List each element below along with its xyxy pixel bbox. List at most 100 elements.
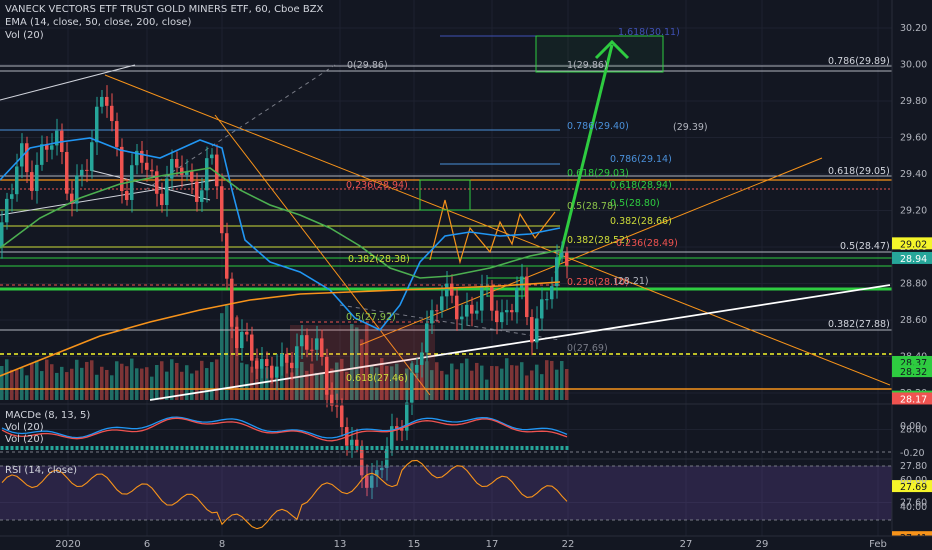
volume-bar bbox=[560, 361, 564, 400]
candle-body bbox=[170, 159, 174, 179]
macd-histogram-bar bbox=[420, 446, 424, 450]
macd-histogram-bar bbox=[135, 446, 139, 450]
candle-body bbox=[525, 276, 529, 318]
candle-body bbox=[15, 166, 19, 195]
macd-histogram-bar bbox=[35, 446, 39, 450]
macd-vol1-legend[interactable]: Vol (20) bbox=[5, 422, 44, 433]
time-tick: 8 bbox=[219, 539, 225, 550]
volume-bar bbox=[415, 373, 419, 400]
volume-bar bbox=[520, 362, 524, 400]
volume-bar bbox=[460, 363, 464, 400]
volume-legend[interactable]: Vol (20) bbox=[5, 30, 44, 41]
fib-label: 0.5(27.92) bbox=[346, 312, 396, 323]
volume-bar bbox=[200, 360, 204, 400]
macd-histogram-bar bbox=[555, 446, 559, 450]
macd-histogram-bar bbox=[545, 446, 549, 450]
macd-histogram-bar bbox=[70, 446, 74, 450]
volume-bar bbox=[110, 375, 114, 400]
price-tag bbox=[892, 237, 932, 250]
volume-bar bbox=[235, 317, 239, 400]
volume-bar bbox=[215, 359, 219, 400]
volume-bar bbox=[550, 360, 554, 400]
candle-body bbox=[30, 172, 34, 191]
volume-bar bbox=[320, 372, 324, 400]
candle-body bbox=[405, 402, 409, 431]
volume-bar bbox=[535, 364, 539, 400]
macd-histogram-bar bbox=[130, 446, 134, 450]
candle-body bbox=[65, 151, 69, 194]
volume-bar bbox=[340, 358, 344, 400]
candle-body bbox=[500, 312, 504, 323]
candle-body bbox=[80, 169, 84, 176]
macd-histogram-bar bbox=[200, 446, 204, 450]
candle-body bbox=[275, 366, 279, 378]
volume-bar bbox=[120, 363, 124, 400]
macd-histogram-bar bbox=[480, 446, 484, 450]
macd-histogram-bar bbox=[505, 446, 509, 450]
time-tick: 29 bbox=[756, 539, 769, 550]
macd-legend[interactable]: MACDe (8, 13, 5) bbox=[5, 410, 91, 421]
macd-histogram-bar bbox=[340, 446, 344, 450]
rsi-legend[interactable]: RSI (14, close) bbox=[5, 465, 78, 476]
candle-body bbox=[265, 359, 269, 367]
macd-histogram-bar bbox=[375, 446, 379, 450]
price-axis-bg bbox=[892, 0, 932, 536]
volume-bar bbox=[500, 368, 504, 400]
volume-bar bbox=[240, 362, 244, 400]
macd-histogram-bar bbox=[390, 446, 394, 450]
macd-axis-tick: 0.00 bbox=[900, 421, 921, 432]
ema-legend[interactable]: EMA (14, close, 50, close, 200, close) bbox=[5, 17, 192, 28]
macd-histogram-bar bbox=[525, 446, 529, 450]
fib-label: 0.236(28.49) bbox=[616, 238, 678, 249]
candle-body bbox=[515, 287, 519, 313]
fib-label: 0.382(27.88) bbox=[828, 319, 890, 330]
candle-body bbox=[260, 359, 264, 369]
macd-histogram-bar bbox=[415, 446, 419, 450]
volume-bar bbox=[205, 368, 209, 400]
macd-histogram-bar bbox=[215, 446, 219, 450]
candle-body bbox=[95, 106, 99, 143]
volume-bar bbox=[65, 372, 69, 400]
price-tag bbox=[892, 480, 932, 493]
macd-histogram-bar bbox=[45, 446, 49, 450]
volume-bar bbox=[370, 365, 374, 400]
candle-body bbox=[555, 257, 559, 287]
fib-label: 0(29.86) bbox=[347, 60, 388, 71]
volume-bar bbox=[335, 362, 339, 400]
volume-bar bbox=[95, 374, 99, 400]
volume-bar bbox=[135, 368, 139, 400]
candle-body bbox=[165, 178, 169, 206]
candle-body bbox=[350, 439, 354, 446]
fib-label: 0.5(28.78) bbox=[567, 201, 617, 212]
candle-body bbox=[270, 366, 274, 378]
macd-histogram-bar bbox=[500, 446, 504, 450]
candle-body bbox=[530, 317, 534, 343]
macd-histogram-bar bbox=[115, 446, 119, 450]
price-tag bbox=[892, 392, 932, 405]
volume-bar bbox=[310, 363, 314, 400]
macd-histogram-bar bbox=[165, 446, 169, 450]
volume-bar bbox=[445, 374, 449, 400]
candle-body bbox=[335, 405, 339, 407]
candle-body bbox=[520, 276, 524, 288]
candle-body bbox=[440, 296, 444, 311]
macd-histogram-bar bbox=[290, 446, 294, 450]
volume-bar bbox=[195, 370, 199, 400]
volume-bar bbox=[60, 366, 64, 400]
volume-bar bbox=[180, 371, 184, 400]
macd-vol2-legend[interactable]: Vol (20) bbox=[5, 434, 44, 445]
volume-bar bbox=[255, 358, 259, 400]
candle-body bbox=[210, 154, 214, 159]
candle-body bbox=[105, 96, 109, 106]
candle-body bbox=[355, 439, 359, 446]
trend-line bbox=[89, 169, 211, 201]
volume-bar bbox=[350, 324, 354, 400]
macd-histogram-bar bbox=[550, 446, 554, 450]
candle-body bbox=[330, 394, 334, 406]
price-tag-label: 27.69 bbox=[900, 482, 927, 493]
candle-body bbox=[35, 164, 39, 191]
volume-bar bbox=[10, 369, 14, 400]
macd-histogram-bar bbox=[15, 446, 19, 450]
